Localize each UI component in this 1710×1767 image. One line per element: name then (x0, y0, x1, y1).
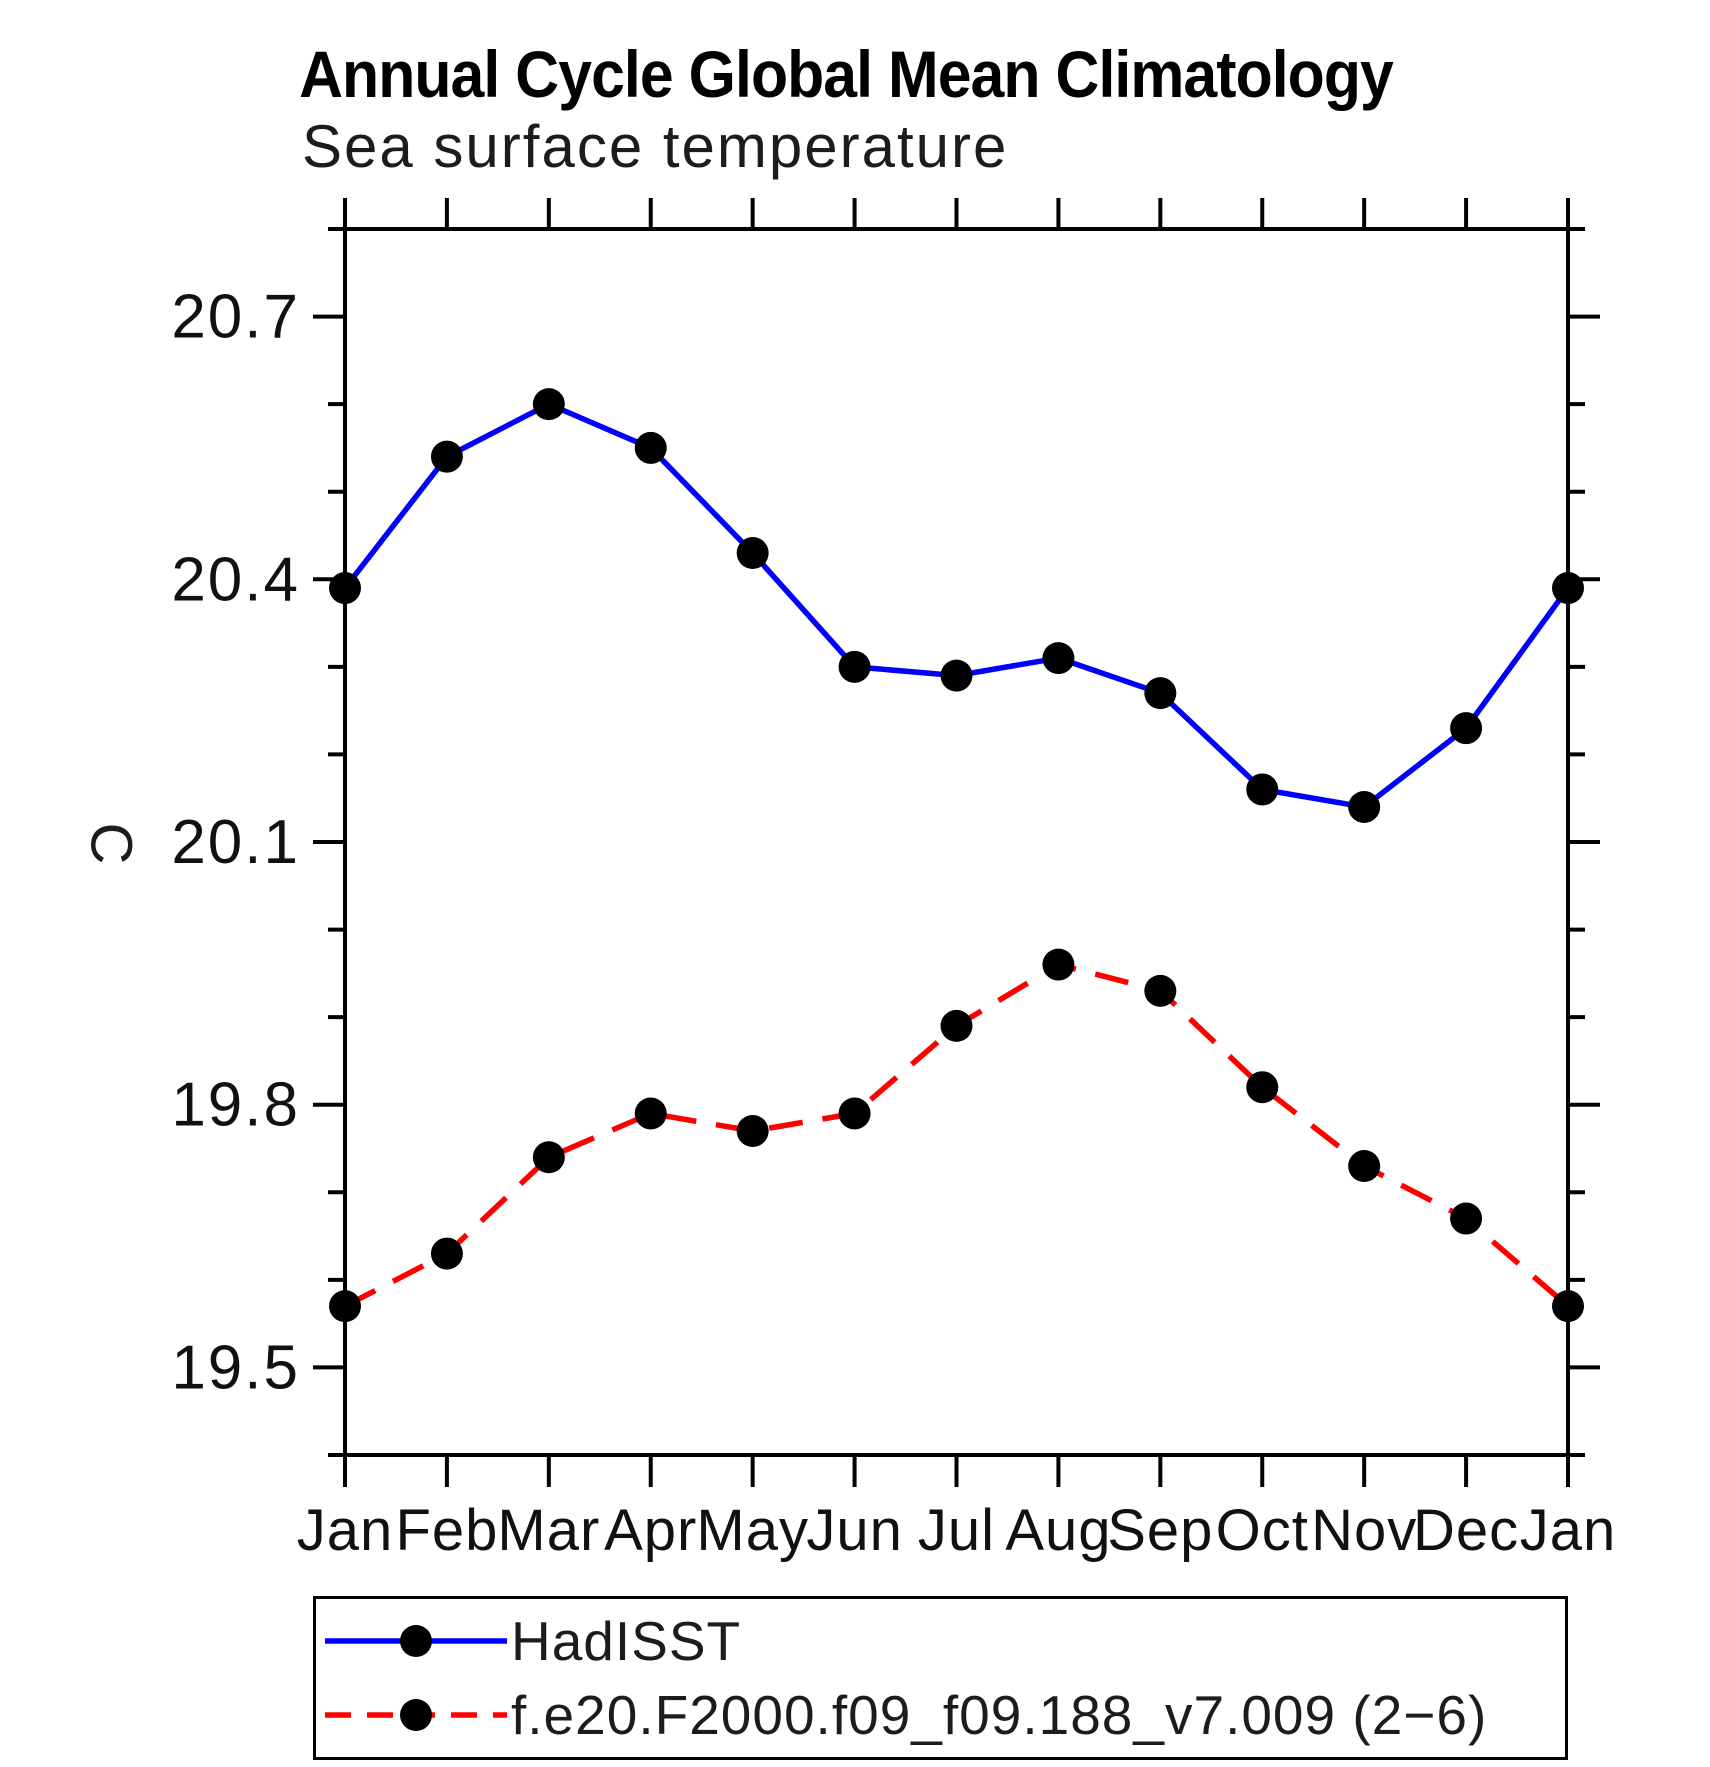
dashed-line-swatch-icon (325, 1699, 507, 1731)
model-point-jan-0 (329, 1290, 361, 1323)
model-point-jun-5 (838, 1097, 871, 1130)
x-tick-label: Feb (395, 1498, 498, 1563)
model-point-aug-7 (1042, 948, 1075, 981)
y-tick-label: 19.5 (171, 1333, 300, 1402)
hadisst-point-aug-7 (1042, 642, 1075, 675)
hadisst-point-nov-10 (1348, 790, 1381, 823)
x-tick-label: Dec (1413, 1498, 1519, 1563)
legend-row-0: HadISST (316, 1604, 1565, 1678)
hadisst-point-mar-2 (532, 388, 565, 421)
model-point-jul-6 (940, 1009, 973, 1042)
hadisst-point-feb-1 (430, 440, 463, 473)
x-tick-label: Oct (1216, 1498, 1309, 1563)
legend-marker-dot (400, 1625, 432, 1657)
x-tick-label: Jan (1520, 1498, 1617, 1563)
model-point-feb-1 (430, 1237, 463, 1270)
hadisst-point-jul-6 (940, 659, 973, 692)
hadisst-point-oct-9 (1246, 773, 1279, 806)
model-point-sep-8 (1144, 974, 1177, 1007)
x-tick-label: Sep (1107, 1498, 1213, 1563)
hadisst-point-may-4 (736, 537, 769, 570)
x-tick-label: Jul (918, 1498, 995, 1563)
legend-label-0: HadISST (511, 1609, 742, 1672)
x-tick-label: Apr (604, 1498, 697, 1563)
hadisst-point-sep-8 (1144, 677, 1177, 710)
x-tick-label: Jun (806, 1498, 903, 1563)
chart-subtitle: Sea surface temperature (302, 113, 1009, 180)
hadisst-point-jun-5 (838, 650, 871, 683)
x-tick-label: Mar (497, 1498, 600, 1563)
x-tick-label: Aug (1005, 1498, 1111, 1563)
hadisst-line (342, 401, 1571, 810)
hadisst-point-dec-11 (1450, 712, 1483, 745)
model-point-may-4 (736, 1114, 769, 1147)
model-point-apr-3 (634, 1097, 667, 1130)
x-tick-label: Nov (1311, 1498, 1417, 1563)
y-tick-label: 20.4 (171, 545, 300, 614)
chart-title: Annual Cycle Global Mean Climatology (299, 37, 1394, 111)
model-point-mar-2 (532, 1141, 565, 1174)
hadisst-point-jan-0 (329, 572, 361, 605)
y-tick-label: 20.1 (171, 808, 300, 877)
y-tick-label: 19.8 (171, 1071, 300, 1140)
model-point-oct-9 (1246, 1071, 1279, 1104)
legend-box: HadISST f.e20.F2000.f09_f09.188_v7.009 (2… (313, 1596, 1568, 1760)
x-tick-label: May (696, 1498, 809, 1563)
x-tick-label: Jan (297, 1498, 394, 1563)
model-point-jan-12 (1552, 1290, 1584, 1323)
y-tick-label: 20.7 (171, 283, 300, 352)
legend-label-1: f.e20.F2000.f09_f09.188_v7.009 (2−6) (511, 1683, 1488, 1746)
model-point-dec-11 (1450, 1202, 1483, 1235)
hadisst-point-jan-12 (1552, 572, 1584, 605)
solid-line-swatch-icon (325, 1625, 507, 1657)
legend-marker-dot (400, 1699, 432, 1731)
model-point-nov-10 (1348, 1150, 1381, 1183)
legend-row-1: f.e20.F2000.f09_f09.188_v7.009 (2−6) (316, 1678, 1565, 1752)
hadisst-point-apr-3 (634, 431, 667, 464)
